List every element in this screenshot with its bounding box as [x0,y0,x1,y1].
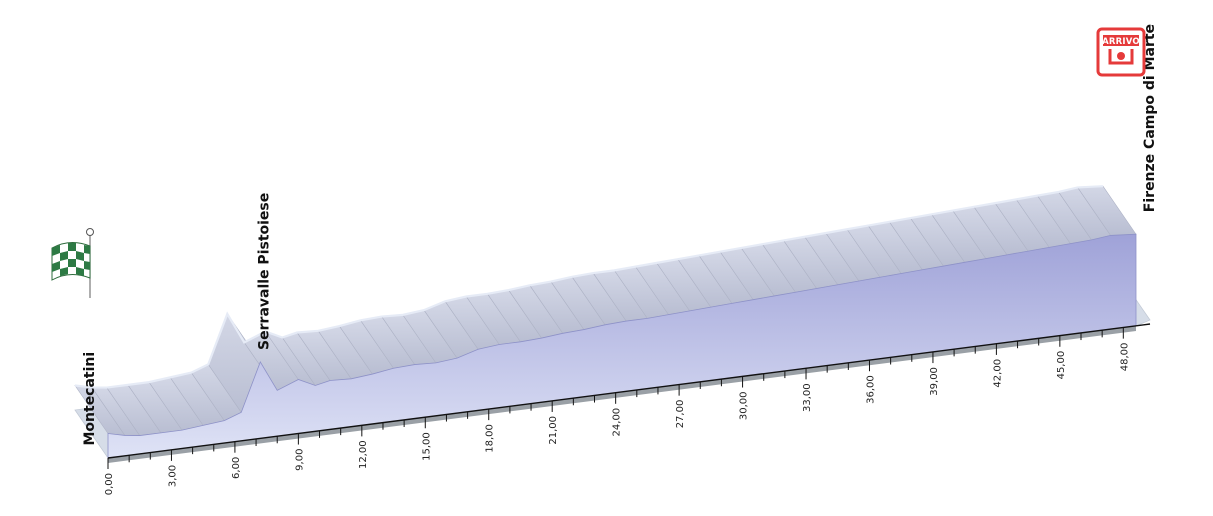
x-tick-label: 33,00 [802,383,813,412]
place-annotations: Montecatini Serravalle Pistoiese Firenze C… [82,24,1158,446]
x-tick-labels: 0,00 3,00 6,00 9,00 12,00 15,00 18,00 21,00 24,0… [104,343,1130,496]
x-tick-label: 36,00 [865,375,876,404]
place-label: Firenze Campo di Marte [1142,24,1158,212]
profile-area [107,233,1137,459]
x-tick-label: 0,00 [104,473,115,495]
x-tick-label: 3,00 [167,465,178,487]
profile-top-face [74,185,1137,436]
place-label: Montecatini [82,352,98,446]
x-tick-label: 39,00 [929,367,940,396]
x-tick-label: 30,00 [739,392,750,421]
x-tick-label: 9,00 [294,449,305,471]
x-tick-label: 21,00 [548,416,559,445]
x-tick-label: 6,00 [231,457,242,479]
profile-ridge-line [74,185,1104,389]
base-slab-front [108,326,1136,463]
x-tick-label: 42,00 [992,359,1003,388]
x-tick-label: 45,00 [1056,351,1067,380]
arrivo-badge-text: ARRIVO [1102,37,1140,47]
place-label: Serravalle Pistoiese [256,193,272,350]
x-tick-label: 24,00 [612,408,623,437]
x-tick-label: 27,00 [675,400,686,429]
profile-front-face [107,233,1137,459]
x-axis-line [107,323,1151,459]
x-tick-label: 18,00 [485,424,496,453]
x-tick-label: 48,00 [1119,343,1130,372]
x-tick-label: 12,00 [358,440,369,469]
checkered-flag-icon [51,228,94,298]
arrivo-icon: ARRIVO [1096,27,1146,77]
x-axis [107,323,1151,469]
x-tick-label: 15,00 [421,432,432,461]
